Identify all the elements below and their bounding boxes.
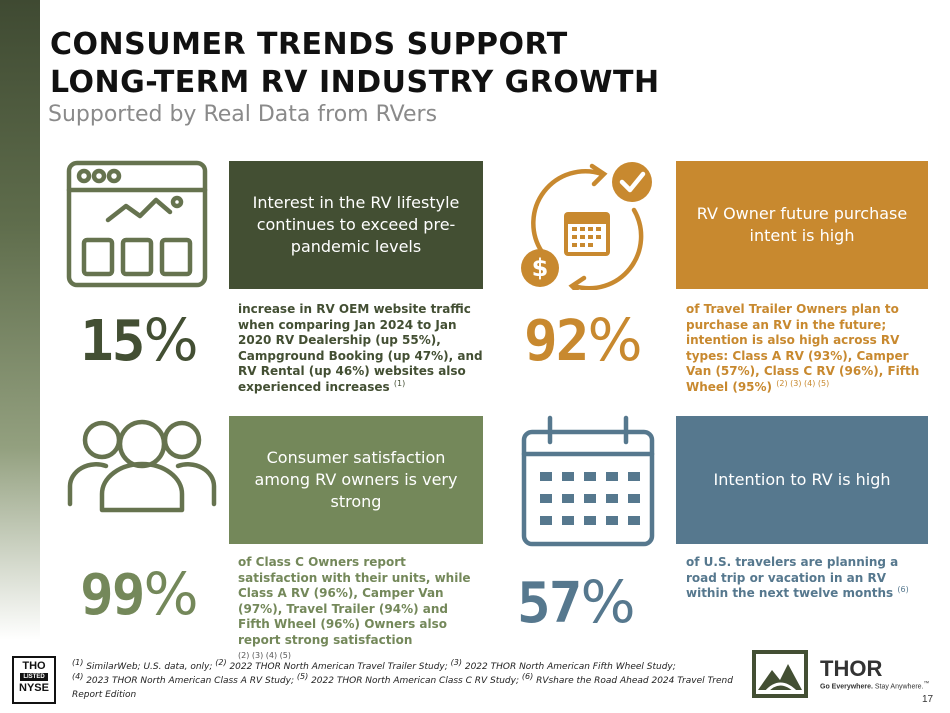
footnote-6: RVshare the Road Ahead 2024 Travel Trend…	[72, 676, 733, 700]
thor-tagline-bold: Go Everywhere.	[820, 683, 873, 691]
footnote-6-ref: (6)	[521, 672, 534, 681]
thor-logo-mark-icon	[752, 650, 808, 698]
card-2-percent: 92%	[524, 309, 643, 374]
left-accent-band	[0, 0, 40, 640]
footnote-2-ref: (2)	[215, 658, 227, 667]
card-1-percent: 15%	[80, 309, 199, 374]
card-1-box-text: Interest in the RV lifestyle continues t…	[252, 193, 460, 256]
thor-tagline: Go Everywhere. Stay Anywhere.™	[820, 681, 929, 690]
card-4-percent: 57%	[517, 571, 636, 636]
card-3-box-text: Consumer satisfaction among RV owners is…	[254, 448, 458, 511]
card-3-description-text: of Class C Owners report satisfaction wi…	[238, 555, 471, 647]
svg-text:$: $	[532, 254, 549, 282]
title-line-1: CONSUMER TRENDS SUPPORT	[50, 27, 568, 62]
card-4-description: of U.S. travelers are planning a road tr…	[686, 555, 916, 602]
people-group-icon	[67, 419, 217, 513]
website-browser-icon	[66, 160, 208, 288]
footnote-4: 2023 THOR North American Class A RV Stud…	[83, 676, 297, 686]
footnote-3-ref: (3)	[450, 658, 462, 667]
card-4-footnote-ref: (6)	[897, 585, 909, 594]
footnotes: (1) SimilarWeb; U.S. data, only; (2) 202…	[72, 658, 752, 702]
card-4-percent-symbol: %	[580, 568, 635, 636]
card-4-description-text: of U.S. travelers are planning a road tr…	[686, 555, 899, 600]
footnote-3: 2022 THOR North American Fifth Wheel Stu…	[461, 662, 676, 672]
card-3-percent-number: 99	[80, 563, 145, 628]
thor-tagline-rest: Stay Anywhere.	[872, 683, 924, 691]
page-number: 17	[922, 694, 934, 705]
footnote-1-ref: (1)	[72, 658, 84, 667]
calendar-cycle-icon: $	[521, 162, 652, 290]
card-2-box-text: RV Owner future purchase intent is high	[696, 204, 908, 245]
footnote-1: SimilarWeb; U.S. data, only;	[83, 662, 216, 672]
title-line-2: LONG-TERM RV INDUSTRY GROWTH	[50, 65, 660, 100]
card-4-box-text: Intention to RV is high	[713, 470, 891, 489]
card-2-description-text: of Travel Trailer Owners plan to purchas…	[686, 302, 920, 394]
card-1-percent-number: 15	[80, 309, 145, 374]
card-1-percent-symbol: %	[143, 306, 198, 374]
footnote-5-ref: (5)	[296, 672, 309, 681]
card-3-footnote-ref: (2) (3) (4) (5)	[238, 651, 291, 660]
card-2-box: RV Owner future purchase intent is high	[676, 161, 928, 289]
card-3-description: of Class C Owners report satisfaction wi…	[238, 555, 474, 664]
card-1-description-text: increase in RV OEM website traffic when …	[238, 302, 483, 394]
nyse-ticker: THO	[22, 660, 46, 672]
card-1-footnote-ref: (1)	[393, 378, 406, 388]
nyse-listed-badge: THO LISTED NYSE	[12, 656, 56, 704]
card-4-box: Intention to RV is high	[676, 416, 928, 544]
card-3-percent-symbol: %	[143, 560, 198, 628]
footnote-2: 2022 THOR North American Travel Trailer …	[226, 662, 451, 672]
footnote-5: 2022 THOR North American Class C RV Stud…	[308, 676, 522, 686]
card-3-box: Consumer satisfaction among RV owners is…	[229, 416, 483, 544]
card-2-description: of Travel Trailer Owners plan to purchas…	[686, 302, 926, 395]
card-4-percent-number: 57	[517, 571, 582, 636]
card-1-description: increase in RV OEM website traffic when …	[238, 302, 488, 395]
thor-tagline-tm: ™	[923, 681, 930, 687]
page-title: CONSUMER TRENDS SUPPORT LONG-TERM RV IND…	[50, 26, 660, 102]
footnote-4-ref: (4)	[72, 672, 84, 681]
card-2-percent-number: 92	[524, 309, 589, 374]
card-3-percent: 99%	[80, 563, 199, 628]
nyse-listed-label: LISTED	[20, 673, 48, 681]
card-1-box: Interest in the RV lifestyle continues t…	[229, 161, 483, 289]
calendar-icon	[521, 415, 655, 547]
card-2-percent-symbol: %	[587, 306, 642, 374]
nyse-exchange: NYSE	[19, 682, 49, 694]
thor-logo-wordmark: THOR	[820, 656, 883, 681]
page-subtitle: Supported by Real Data from RVers	[48, 102, 438, 127]
card-2-footnote-ref: (2) (3) (4) (5)	[776, 378, 830, 388]
